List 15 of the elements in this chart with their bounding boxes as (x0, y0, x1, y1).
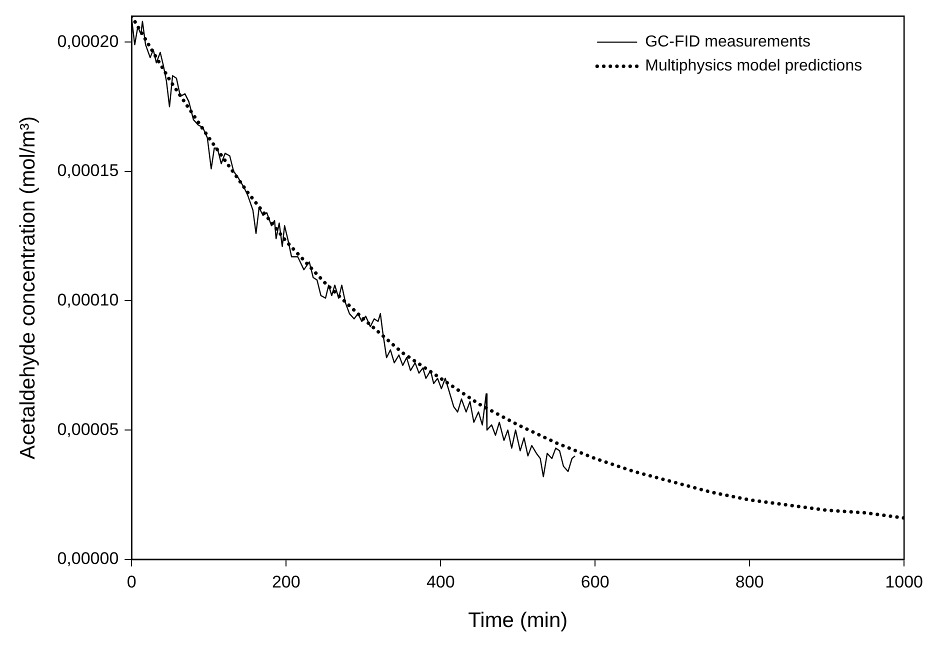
legend-label: Multiphysics model predictions (645, 58, 862, 75)
x-tick-label: 200 (272, 572, 300, 592)
y-tick-label: 0,00000 (57, 549, 119, 568)
y-tick-label: 0,00020 (57, 32, 119, 51)
x-tick-label: 800 (735, 572, 764, 592)
y-tick-label: 0,00015 (57, 161, 119, 180)
y-tick-label: 0,00010 (57, 290, 119, 310)
x-tick-label: 600 (580, 572, 610, 592)
x-tick-label: 1000 (885, 572, 924, 592)
x-tick-label: 0 (126, 572, 136, 592)
legend-label: GC-FID measurements (645, 34, 810, 51)
y-tick-label: 0,00005 (57, 420, 119, 439)
y-axis-title: Acetaldehyde concentration (mol/m³) (16, 116, 40, 460)
x-axis-title: Time (min) (468, 609, 568, 632)
x-tick-label: 400 (426, 572, 455, 592)
